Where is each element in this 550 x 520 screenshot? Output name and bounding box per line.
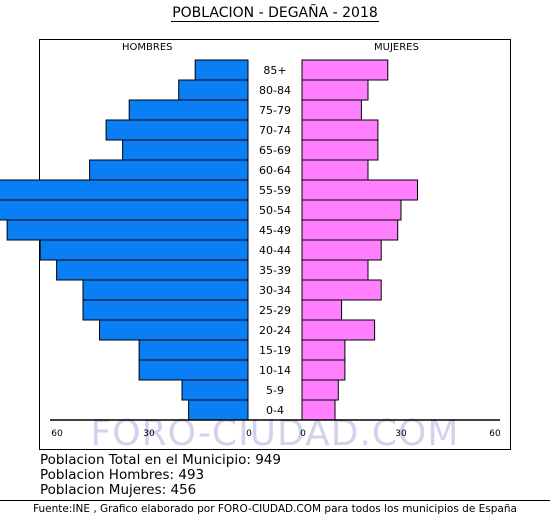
women-label: MUJERES: [374, 42, 419, 53]
total-population-text: Poblacion Total en el Municipio: 949: [40, 452, 281, 468]
age-label: 20-24: [259, 324, 291, 337]
bar-women-20-24: [301, 319, 376, 341]
bar-women-15-19: [301, 339, 346, 361]
bar-men-15-19: [138, 339, 249, 361]
bar-men-60-64: [89, 159, 249, 181]
bar-women-55-59: [301, 179, 418, 201]
age-label: 15-19: [259, 344, 291, 357]
bar-men-70-74: [105, 119, 249, 141]
x-tick-label: 30: [395, 429, 407, 439]
age-label: 5-9: [266, 384, 284, 397]
age-label: 85+: [263, 64, 286, 77]
pyramid-plot: 85+ 80-84 75-79 70-74 65-69 60-64 55-59 50-54 45…: [0, 59, 501, 439]
x-tick-label: 0: [246, 429, 252, 439]
age-label: 45-49: [259, 224, 291, 237]
bar-men-65-69: [122, 139, 249, 161]
age-label: 0-4: [266, 404, 284, 417]
bar-men-35-39: [56, 259, 249, 281]
bar-women-65-69: [301, 139, 379, 161]
bar-men-30-34: [82, 279, 249, 301]
age-label: 35-39: [259, 264, 291, 277]
bar-women-85+: [301, 59, 389, 81]
bar-men-55-59: [0, 179, 249, 201]
x-tick-label: 60: [51, 429, 63, 439]
men-label: HOMBRES: [122, 42, 173, 53]
age-label: 80-84: [259, 84, 291, 97]
age-label: 50-54: [259, 204, 291, 217]
bar-men-50-54: [0, 199, 249, 221]
age-label: 75-79: [259, 104, 291, 117]
bar-men-10-14: [138, 359, 249, 381]
bar-women-50-54: [301, 199, 402, 221]
bar-men-40-44: [39, 239, 249, 261]
bar-women-0-4: [301, 399, 336, 421]
bar-women-70-74: [301, 119, 379, 141]
age-label: 70-74: [259, 124, 291, 137]
age-label: 40-44: [259, 244, 291, 257]
chart-frame: [39, 39, 511, 450]
bar-women-45-49: [301, 219, 399, 241]
bar-women-5-9: [301, 379, 339, 401]
age-label: 55-59: [259, 184, 291, 197]
chart-title: POBLACION - DEGAÑA - 2018: [171, 5, 379, 22]
bar-men-0-4: [188, 399, 249, 421]
bar-women-80-84: [301, 79, 369, 101]
bar-women-60-64: [301, 159, 369, 181]
age-label: 25-29: [259, 304, 291, 317]
bar-men-75-79: [128, 99, 249, 121]
bar-women-40-44: [301, 239, 382, 261]
bar-men-25-29: [82, 299, 249, 321]
bar-women-25-29: [301, 299, 343, 321]
men-population-text: Poblacion Hombres: 493: [40, 467, 205, 483]
x-tick-label: 0: [300, 429, 306, 439]
x-tick-label: 30: [143, 429, 155, 439]
x-tick-label: 60: [489, 429, 501, 439]
bar-women-30-34: [301, 279, 382, 301]
bar-men-5-9: [181, 379, 249, 401]
bar-women-75-79: [301, 99, 362, 121]
age-label: 10-14: [259, 364, 291, 377]
age-label: 65-69: [259, 144, 291, 157]
footer-source: Fuente:INE , Grafico elaborado por FORO-…: [33, 503, 517, 515]
bar-men-80-84: [178, 79, 249, 101]
age-label: 60-64: [259, 164, 291, 177]
age-label: 30-34: [259, 284, 291, 297]
bar-men-85+: [194, 59, 249, 81]
bar-men-20-24: [99, 319, 249, 341]
women-population-text: Poblacion Mujeres: 456: [40, 482, 197, 498]
footer-divider: [0, 500, 550, 501]
bar-women-10-14: [301, 359, 346, 381]
bar-men-45-49: [6, 219, 249, 241]
bar-women-35-39: [301, 259, 369, 281]
